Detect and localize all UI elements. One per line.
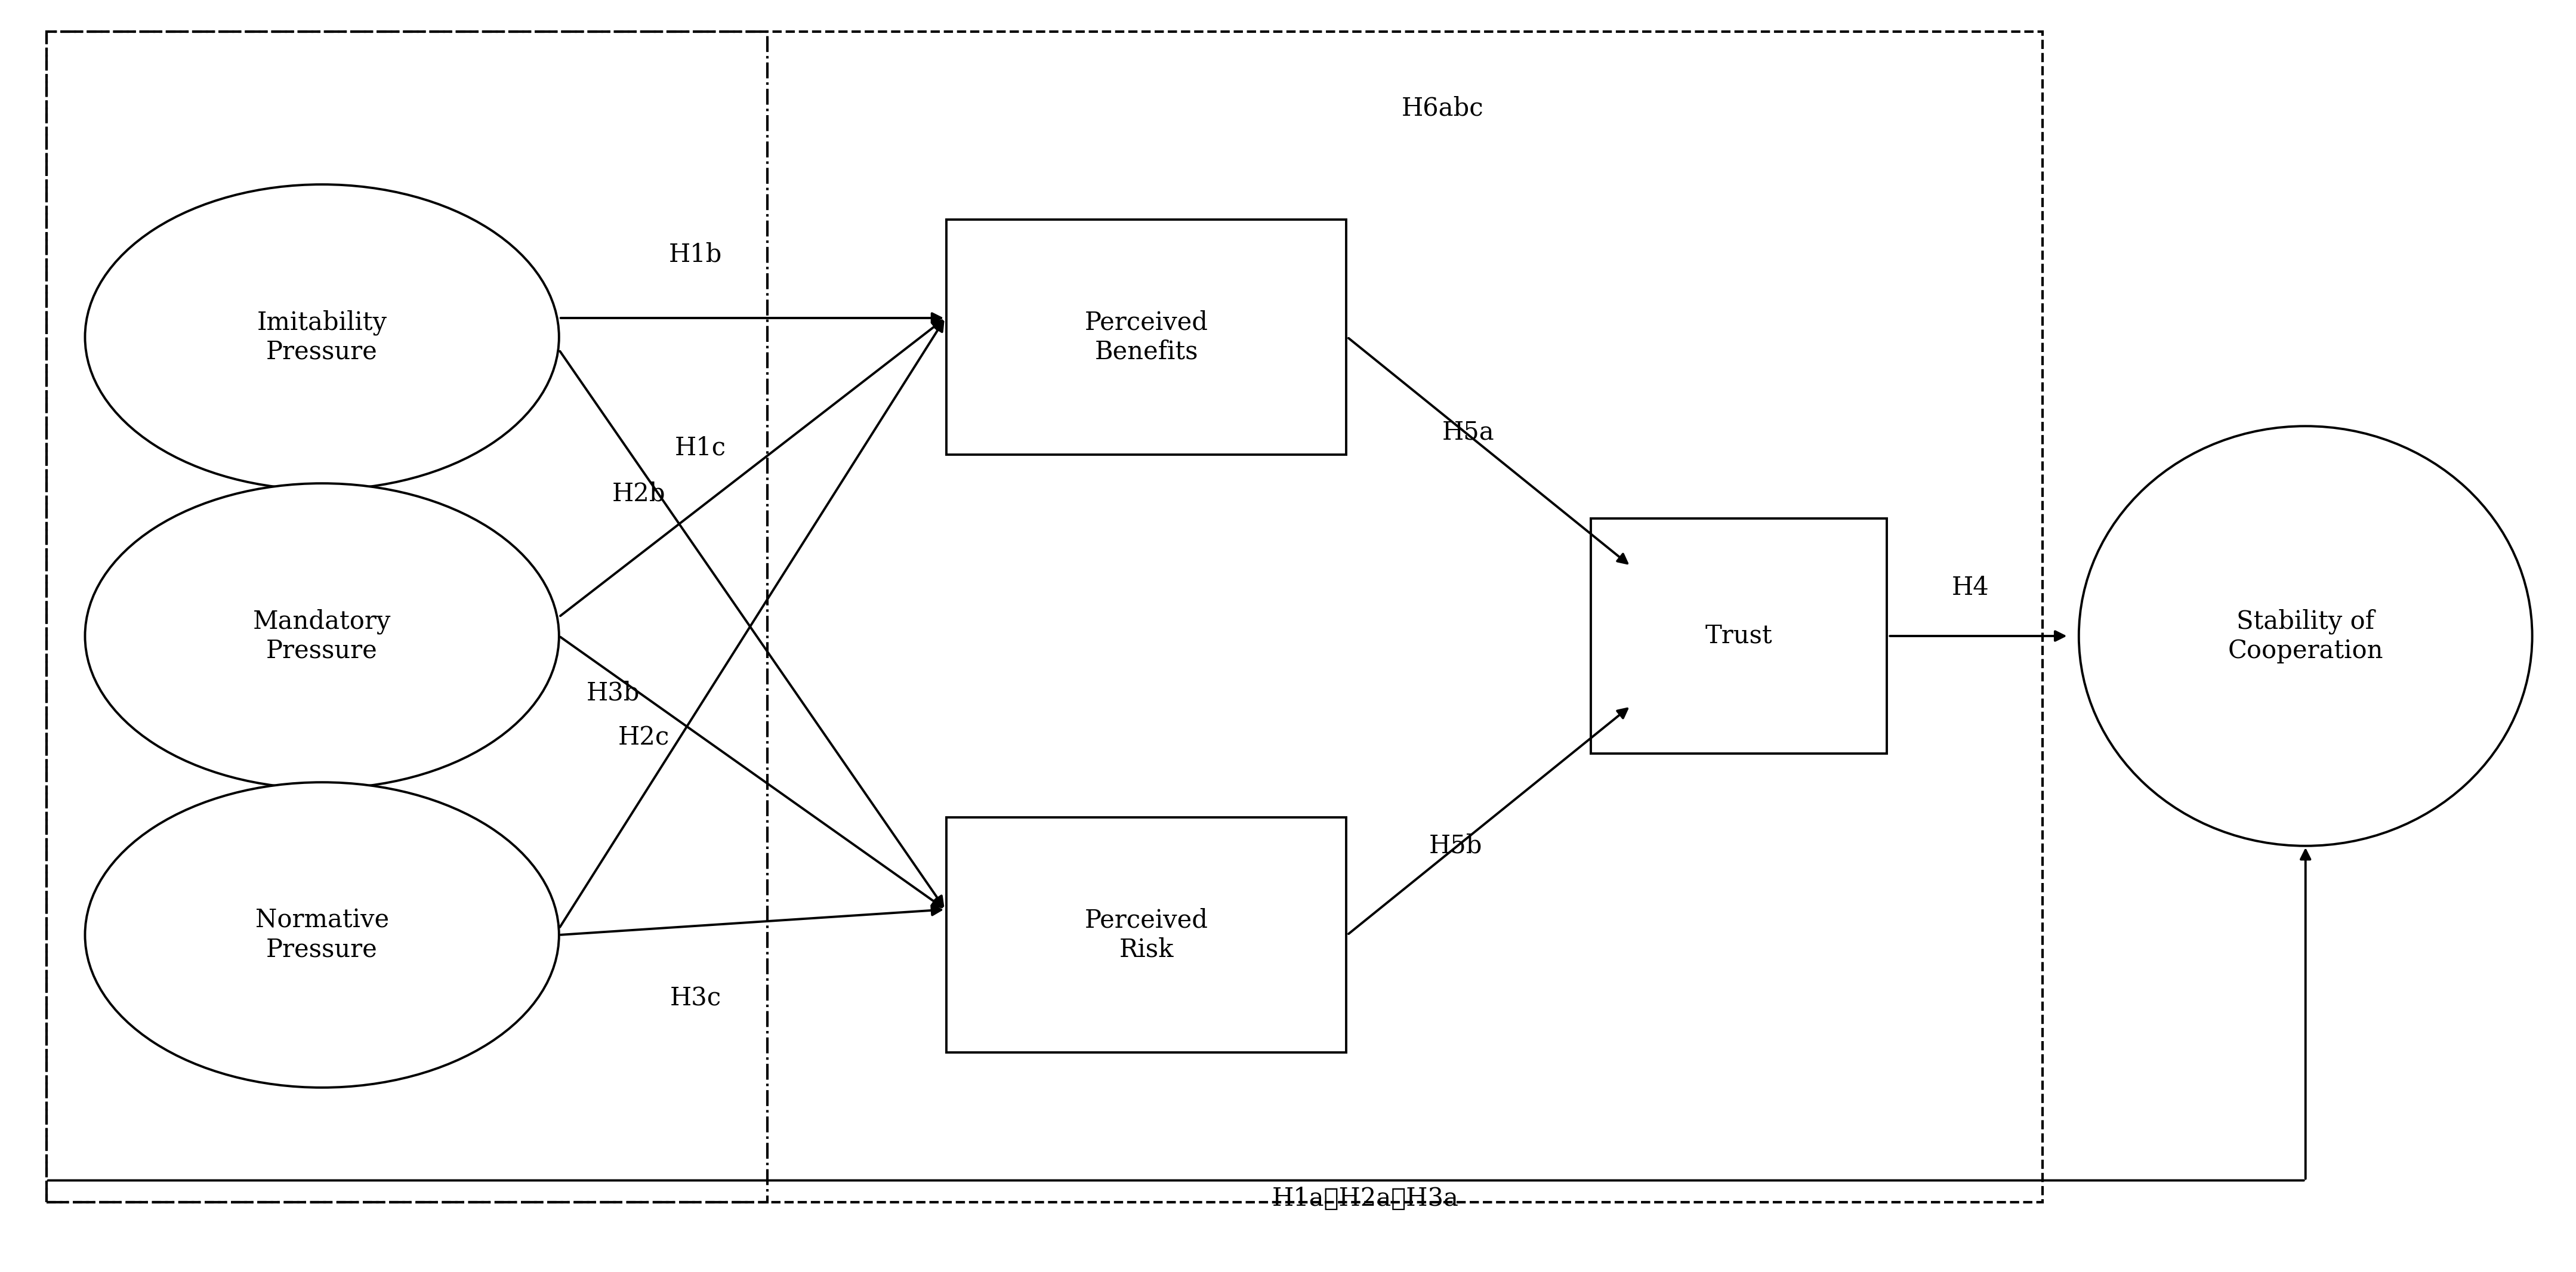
Text: H5a: H5a	[1443, 420, 1494, 445]
Text: Stability of
Cooperation: Stability of Cooperation	[2228, 609, 2383, 663]
Text: H3c: H3c	[670, 986, 721, 1011]
Text: Perceived
Benefits: Perceived Benefits	[1084, 310, 1208, 364]
Text: H1a、H2a、H3a: H1a、H2a、H3a	[1273, 1186, 1458, 1211]
Ellipse shape	[85, 483, 559, 789]
Text: Perceived
Risk: Perceived Risk	[1084, 908, 1208, 962]
Text: Imitability
Pressure: Imitability Pressure	[258, 310, 386, 364]
Bar	[948, 817, 1345, 1053]
Text: Trust: Trust	[1705, 623, 1772, 649]
Text: H5b: H5b	[1430, 833, 1481, 859]
Ellipse shape	[85, 184, 559, 490]
Text: H1c: H1c	[675, 435, 726, 460]
Text: H3b: H3b	[587, 681, 639, 706]
Text: H1b: H1b	[670, 242, 721, 267]
Text: H2c: H2c	[618, 725, 670, 750]
Text: H4: H4	[1953, 575, 1989, 600]
Text: H2b: H2b	[613, 481, 665, 506]
Ellipse shape	[85, 782, 559, 1088]
Text: H6abc: H6abc	[1401, 95, 1484, 121]
Bar	[1592, 519, 1886, 753]
Ellipse shape	[2079, 426, 2532, 846]
Text: Mandatory
Pressure: Mandatory Pressure	[252, 609, 392, 663]
Text: Normative
Pressure: Normative Pressure	[255, 908, 389, 962]
Bar	[948, 220, 1345, 455]
